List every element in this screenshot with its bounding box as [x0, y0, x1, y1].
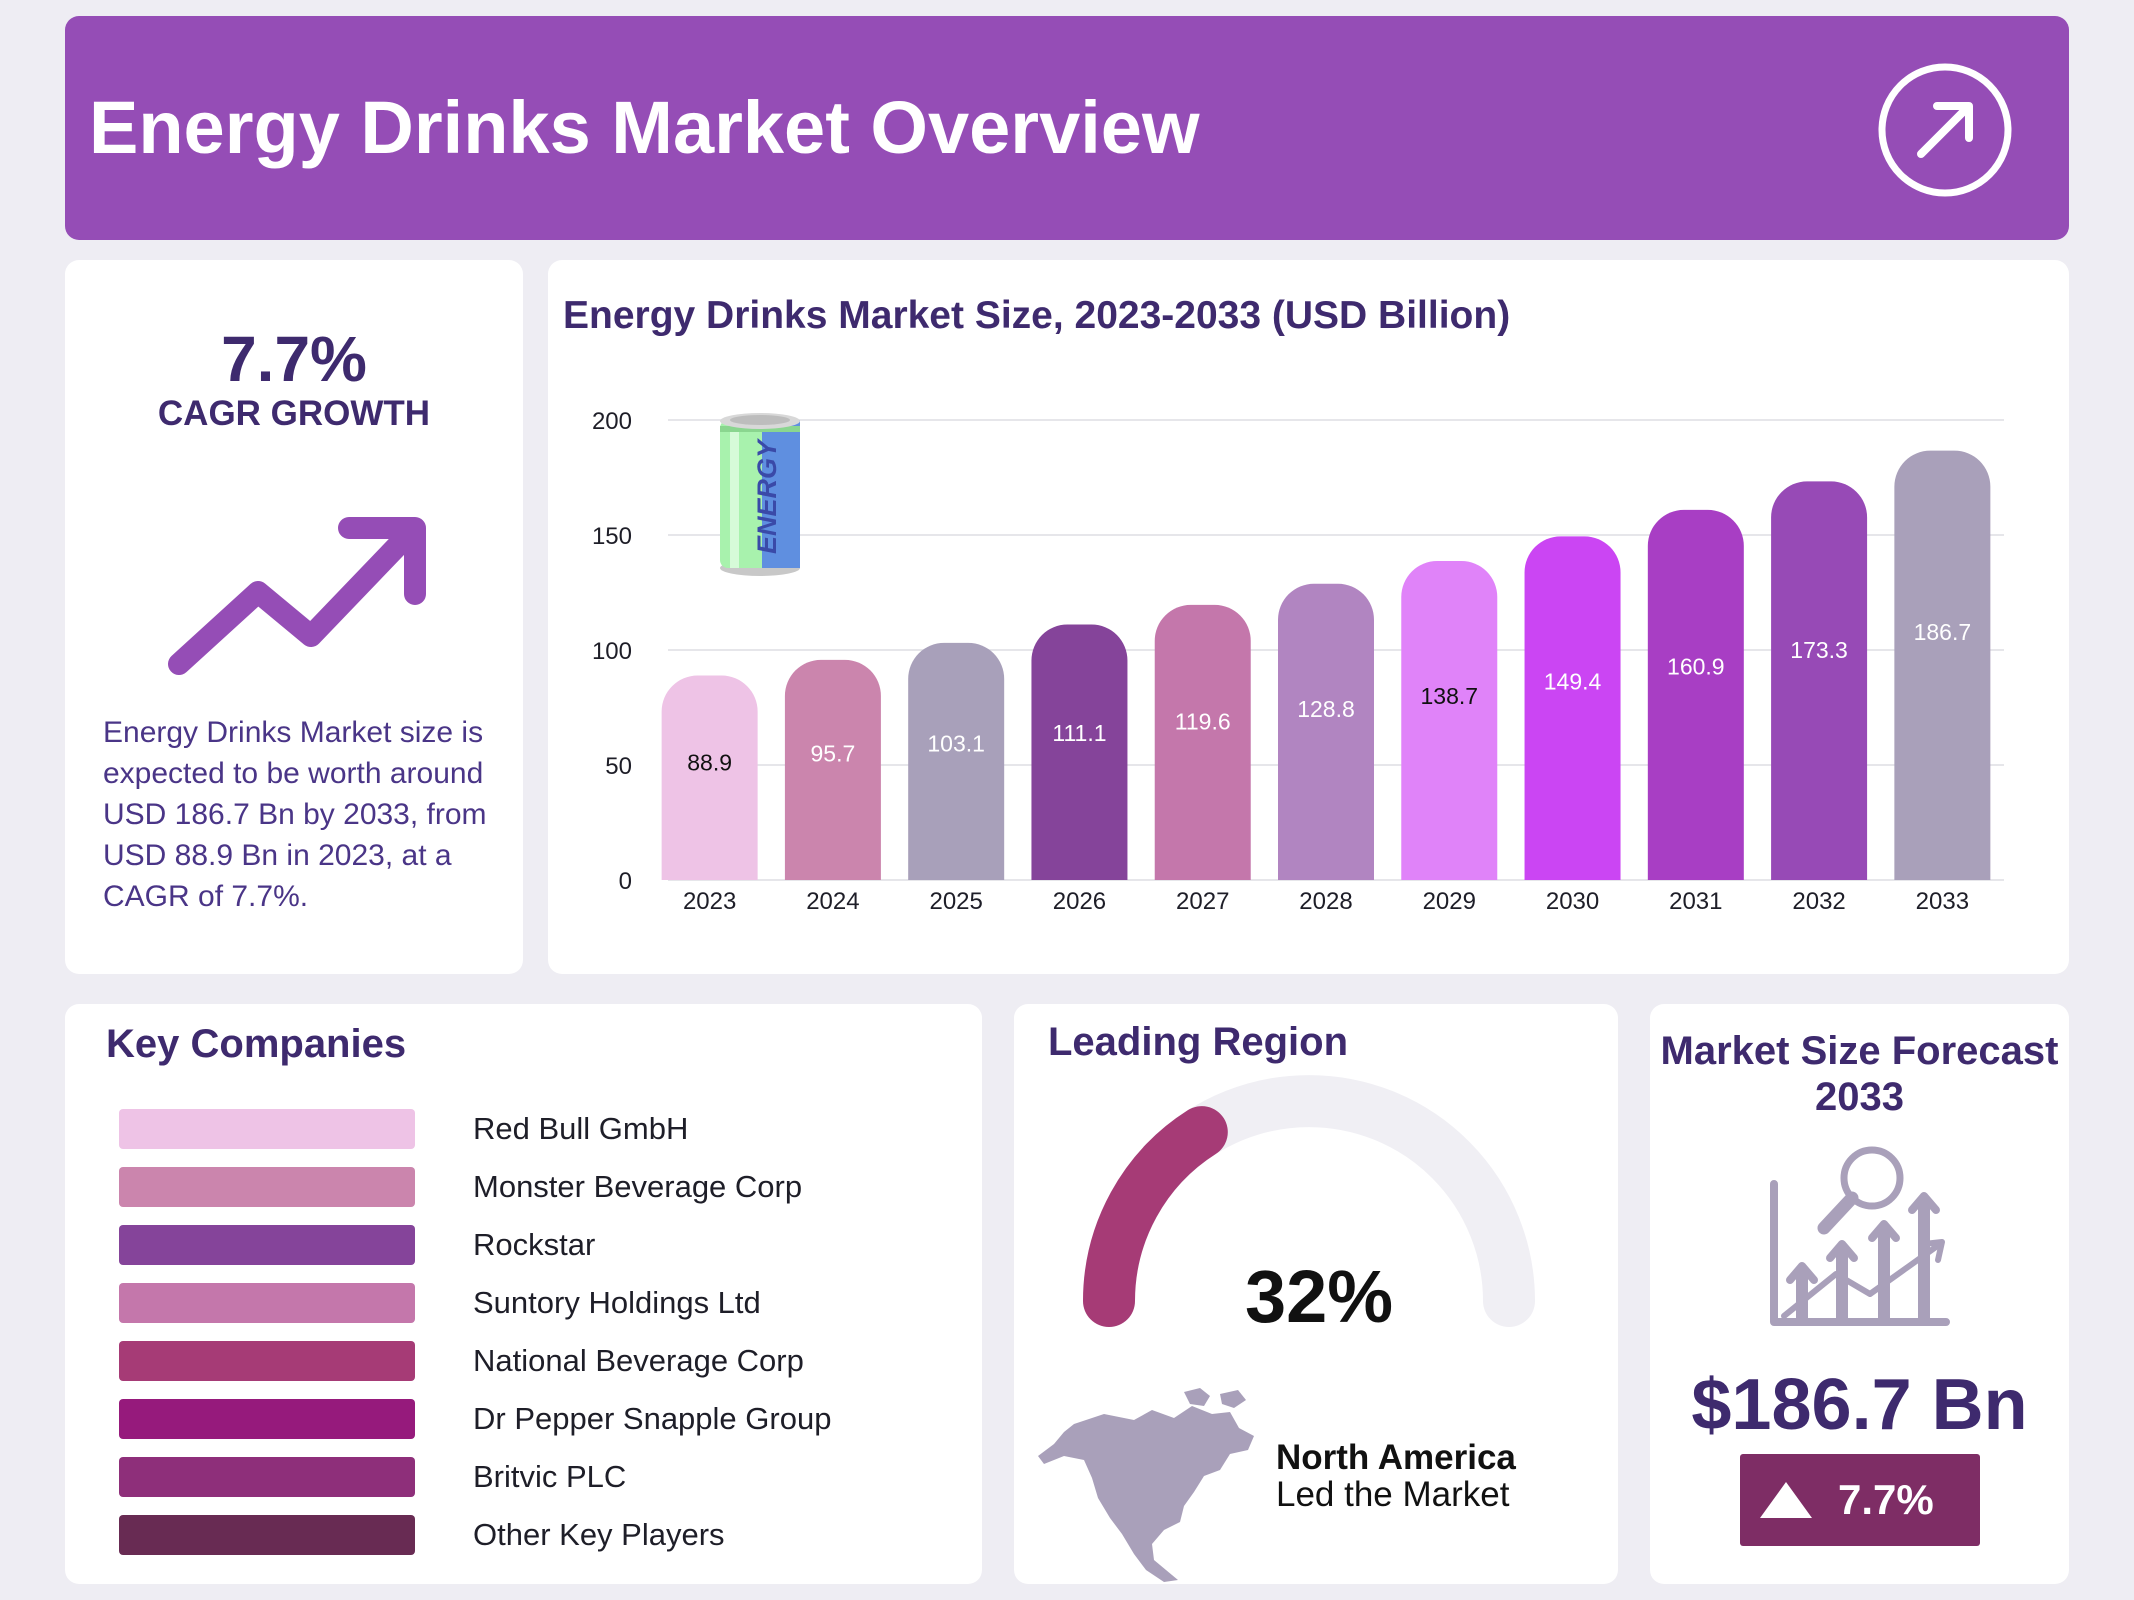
company-color-swatch: [119, 1399, 415, 1439]
x-tick-label: 2026: [1053, 888, 1106, 915]
cagr-card: 7.7% CAGR GROWTH Energy Drinks Market si…: [65, 260, 523, 974]
region-share-value: 32%: [1244, 1255, 1394, 1338]
bar-2029: [1401, 560, 1498, 880]
bar-value-label: 160.9: [1667, 653, 1725, 679]
bar-2031: [1647, 509, 1744, 880]
bar-2025: [908, 642, 1005, 880]
company-row: National Beverage Corp: [119, 1341, 959, 1381]
bar-2028: [1278, 583, 1374, 880]
bar-2030: [1524, 536, 1621, 880]
y-tick-label: 200: [592, 408, 632, 435]
bar-value-label: 138.7: [1420, 683, 1478, 709]
y-tick-label: 0: [619, 868, 632, 895]
market-forecast-card: Market Size Forecast 2033 $186.7 Bn 7.7%: [1650, 1004, 2069, 1584]
x-tick-label: 2029: [1423, 888, 1476, 915]
bar-2024: [784, 659, 881, 880]
x-tick-label: 2024: [806, 888, 859, 915]
company-color-swatch: [119, 1167, 415, 1207]
trend-up-arrow-icon: [168, 517, 426, 675]
bar-value-label: 111.1: [1052, 720, 1106, 746]
company-name: Dr Pepper Snapple Group: [473, 1401, 832, 1436]
x-tick-label: 2031: [1669, 888, 1722, 915]
company-name: Other Key Players: [473, 1517, 725, 1552]
company-row: Dr Pepper Snapple Group: [119, 1399, 959, 1439]
x-tick-label: 2033: [1916, 888, 1969, 915]
market-size-chart-card: Energy Drinks Market Size, 2023-2033 (US…: [548, 260, 2069, 974]
company-row: Britvic PLC: [119, 1457, 959, 1497]
arrow-up-right-circle-icon: [1878, 63, 2012, 197]
x-tick-label: 2032: [1792, 888, 1845, 915]
company-color-swatch: [119, 1109, 415, 1149]
company-row: Suntory Holdings Ltd: [119, 1283, 959, 1323]
bar-value-label: 119.6: [1175, 708, 1231, 734]
bar-value-label: 103.1: [927, 730, 985, 756]
growth-analysis-chart-icon: [1770, 1146, 1950, 1326]
bar-2033: [1894, 450, 1991, 880]
companies-title: Key Companies: [106, 1022, 407, 1066]
company-color-swatch: [119, 1515, 415, 1555]
company-name: Red Bull GmbH: [473, 1111, 689, 1146]
x-tick-label: 2027: [1176, 888, 1229, 915]
company-name: Rockstar: [473, 1227, 596, 1262]
forecast-value: $186.7 Bn: [1691, 1365, 2028, 1445]
company-name: Monster Beverage Corp: [473, 1169, 803, 1204]
y-tick-label: 100: [592, 638, 632, 665]
company-color-swatch: [119, 1225, 415, 1265]
region-share-gauge: [1083, 1075, 1535, 1327]
north-america-map-icon: [1038, 1388, 1254, 1582]
company-row: Other Key Players: [119, 1515, 959, 1555]
bar-2026: [1031, 624, 1128, 880]
bar-value-label: 128.8: [1297, 696, 1355, 722]
y-tick-label: 150: [592, 523, 632, 550]
x-tick-label: 2025: [929, 888, 982, 915]
cagr-value: 7.7%: [221, 323, 367, 395]
leading-region-card: Leading Region 32% North America Led the…: [1014, 1004, 1618, 1584]
cagr-description: Energy Drinks Market size is expected to…: [103, 716, 487, 913]
x-tick-label: 2028: [1299, 888, 1352, 915]
company-name: Britvic PLC: [473, 1459, 627, 1494]
energy-can-text: ENERGY: [752, 437, 782, 554]
bar-value-label: 149.4: [1544, 669, 1602, 695]
bar-value-label: 186.7: [1914, 619, 1972, 645]
chart-title: Energy Drinks Market Size, 2023-2033 (US…: [563, 294, 1511, 337]
x-tick-label: 2023: [683, 888, 736, 915]
header-banner: Energy Drinks Market Overview: [65, 16, 2069, 240]
growth-badge-text: 7.7%: [1838, 1476, 1934, 1523]
bar-value-label: 173.3: [1790, 637, 1848, 663]
company-color-swatch: [119, 1341, 415, 1381]
bar-2023: [661, 675, 758, 880]
bar-2032: [1771, 481, 1868, 880]
y-tick-label: 50: [605, 753, 632, 780]
energy-can-icon: ENERGY: [720, 413, 800, 576]
company-name: Suntory Holdings Ltd: [473, 1285, 761, 1320]
x-tick-label: 2030: [1546, 888, 1599, 915]
gauge-fill: [1083, 1106, 1228, 1327]
region-subtitle: Led the Market: [1276, 1475, 1510, 1514]
company-name: National Beverage Corp: [473, 1343, 804, 1378]
region-title: Leading Region: [1048, 1020, 1348, 1064]
forecast-title: Market Size Forecast 2033: [1660, 1029, 2059, 1119]
market-size-bar-chart: 0 50 100 150 200 88.9 2023 95.7 2024 103.1 2025 111…: [592, 408, 2004, 915]
bar-value-label: 95.7: [811, 740, 856, 766]
company-row: Monster Beverage Corp: [119, 1167, 959, 1207]
key-companies-card: Key Companies Red Bull GmbH Monster Bever…: [65, 1004, 982, 1584]
region-name: North America: [1276, 1438, 1516, 1477]
page-title: Energy Drinks Market Overview: [89, 86, 1200, 169]
company-color-swatch: [119, 1283, 415, 1323]
growth-badge: 7.7%: [1740, 1454, 1980, 1546]
cagr-label: CAGR GROWTH: [157, 394, 431, 433]
bar-2027: [1154, 604, 1251, 880]
triangle-up-icon: [1760, 1482, 1812, 1518]
company-color-swatch: [119, 1457, 415, 1497]
company-row: Red Bull GmbH: [119, 1109, 959, 1149]
company-row: Rockstar: [119, 1225, 959, 1265]
bar-value-label: 88.9: [687, 749, 732, 775]
